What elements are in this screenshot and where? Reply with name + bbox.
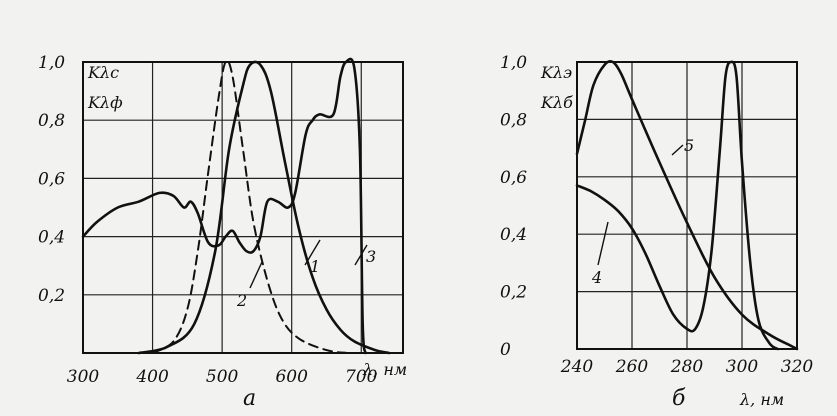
panel-a: 300 400 500 600 700 0,2 0,4 0,6 0,8 1,0 Kλс Kλф λ… xyxy=(38,53,407,411)
panel-a-y-tick-label: 0,6 xyxy=(38,169,65,189)
curve-3-leader xyxy=(354,244,368,266)
panel-a-y-tick-label: 0,2 xyxy=(38,286,65,306)
panel-b-y-tick-label: 0,2 xyxy=(500,283,527,303)
panel-b-x-tick-label: 320 xyxy=(781,357,814,377)
panel-a-subplot-label: а xyxy=(243,386,256,411)
panel-a-curves xyxy=(81,57,391,355)
curve-5-leader xyxy=(671,144,684,156)
panel-b-y-tick-label: 0,4 xyxy=(500,225,527,245)
panel-a-y-tick-label: 0,4 xyxy=(38,228,65,248)
panel-a-ylabel-2: Kλф xyxy=(87,93,123,112)
panel-a-ylabel-1: Kλс xyxy=(87,63,119,82)
panel-b-x-tick-label: 260 xyxy=(615,357,649,377)
panel-b-x-tick-label: 280 xyxy=(670,357,704,377)
panel-b-subplot-label: б xyxy=(672,386,686,411)
panel-a-x-tick-label: 700 xyxy=(345,367,378,387)
panel-b-x-tick-label: 300 xyxy=(726,357,759,377)
panel-b-frame xyxy=(576,61,798,350)
panel-b-y-tick-label: 0,8 xyxy=(500,110,527,130)
panel-a-x-tick-label: 300 xyxy=(67,367,100,387)
curve-2-leader xyxy=(249,261,263,289)
curve-1-label: 1 xyxy=(310,257,320,276)
curve-4 xyxy=(575,60,780,351)
panel-a-y-tick-label: 0,8 xyxy=(38,111,65,131)
curve-2 xyxy=(151,59,349,354)
panel-b-xlabel: λ, нм xyxy=(739,390,784,409)
curve-5-label: 5 xyxy=(684,136,694,155)
panel-b-ylabel-2: Kλб xyxy=(540,93,573,112)
panel-b-curves xyxy=(575,59,799,351)
curve-4-label: 4 xyxy=(591,268,602,287)
panel-a-xlabel: λ, нм xyxy=(362,360,407,379)
panel-a-x-tick-label: 600 xyxy=(275,367,308,387)
panel-b-y-tick-label: 0,6 xyxy=(500,168,527,188)
curve-3-label: 3 xyxy=(366,247,376,266)
curve-5 xyxy=(575,59,799,351)
panel-a-ticks: 300 400 500 600 700 0,2 0,4 0,6 0,8 1,0 xyxy=(38,53,378,387)
panel-a-x-tick-label: 400 xyxy=(135,367,169,387)
panel-a-y-tick-label: 1,0 xyxy=(38,53,65,73)
curve-1 xyxy=(137,60,391,355)
curve-1-leader xyxy=(304,239,321,266)
curve-3 xyxy=(81,57,367,355)
panel-b-ylabel-1: Kλэ xyxy=(540,63,572,82)
panel-b-y-tick-label: 1,0 xyxy=(500,53,527,73)
curve-2-label: 2 xyxy=(236,291,247,310)
panel-a-x-tick-label: 500 xyxy=(206,367,239,387)
panel-b-ticks: 240 260 280 300 320 0 0,2 0,4 0,6 0,8 1,0 xyxy=(500,53,813,377)
curve-4-leader xyxy=(597,221,609,266)
panel-b-y-tick-label: 0 xyxy=(500,340,511,360)
panel-a-frame xyxy=(82,61,404,354)
panel-b-x-tick-label: 240 xyxy=(560,357,594,377)
